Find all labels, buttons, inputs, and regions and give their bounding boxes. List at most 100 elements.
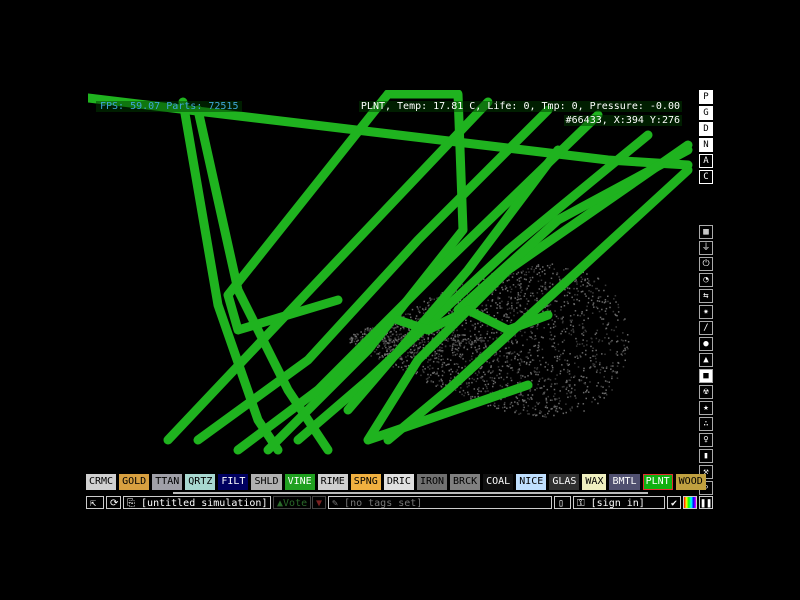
element-glas-button[interactable]: GLAS xyxy=(549,474,580,490)
dust-particle xyxy=(519,358,522,360)
dust-particle xyxy=(623,344,625,347)
dust-particle xyxy=(391,341,393,343)
dust-particle xyxy=(415,352,418,354)
powder-category-button[interactable]: ∴ xyxy=(699,417,713,431)
element-crmc-button[interactable]: CRMC xyxy=(86,474,117,490)
dust-particle xyxy=(377,346,380,349)
render-mode-d-button[interactable]: D xyxy=(699,122,713,136)
sensor-category-button[interactable]: ◔ xyxy=(699,273,713,287)
element-spng-button[interactable]: SPNG xyxy=(350,474,381,490)
element-dric-button[interactable]: DRIC xyxy=(383,474,414,490)
dust-particle xyxy=(623,319,625,321)
element-brck-button[interactable]: BRCK xyxy=(450,474,481,490)
dust-particle xyxy=(556,374,558,376)
dust-particle xyxy=(541,415,544,417)
open-save-button[interactable]: ⇱ xyxy=(86,496,104,509)
pencil-category-button[interactable]: / xyxy=(699,321,713,335)
dust-particle xyxy=(530,354,532,357)
dust-particle xyxy=(590,299,593,302)
dust-particle xyxy=(604,310,607,312)
dust-particle xyxy=(554,300,556,302)
render-mode-g-button[interactable]: G xyxy=(699,106,713,120)
render-mode-p-button[interactable]: P xyxy=(699,90,713,104)
dust-particle xyxy=(519,364,522,366)
dust-particle xyxy=(604,301,607,303)
render-options-button[interactable] xyxy=(683,496,697,509)
wall-category-button[interactable]: ▦ xyxy=(699,225,713,239)
dust-particle xyxy=(541,348,544,351)
dust-particle xyxy=(483,380,486,383)
dust-particle xyxy=(459,391,461,393)
dust-particle xyxy=(544,306,546,309)
dust-particle xyxy=(554,325,557,328)
element-coal-button[interactable]: COAL xyxy=(483,474,514,490)
dust-particle xyxy=(500,332,502,334)
sign-in-button[interactable]: ⚿ [sign in] xyxy=(573,496,665,509)
settings-button[interactable]: ✔ xyxy=(667,496,681,509)
element-scrollbar[interactable] xyxy=(173,492,648,494)
dust-particle xyxy=(418,318,420,320)
new-simulation-button[interactable]: ▯ xyxy=(554,496,571,509)
dust-particle xyxy=(440,349,442,352)
save-simulation-button[interactable]: ⎘ [untitled simulation] xyxy=(123,496,271,509)
bookmark-category-button[interactable]: ▮ xyxy=(699,449,713,463)
vote-down-button[interactable]: ▼ xyxy=(312,496,326,509)
element-nice-button[interactable]: NICE xyxy=(516,474,547,490)
element-ttan-button[interactable]: TTAN xyxy=(152,474,183,490)
render-mode-a-button[interactable]: A xyxy=(699,154,713,168)
life-category-button[interactable]: ♀ xyxy=(699,433,713,447)
element-rime-button[interactable]: RIME xyxy=(317,474,348,490)
element-qrtz-button[interactable]: QRTZ xyxy=(185,474,216,490)
special-category-button[interactable]: ★ xyxy=(699,401,713,415)
dust-particle xyxy=(564,359,566,361)
render-mode-n-button[interactable]: N xyxy=(699,138,713,152)
dust-particle xyxy=(543,269,546,272)
radioactive-category-button[interactable]: ☢ xyxy=(699,385,713,399)
reload-button[interactable]: ⟳ xyxy=(106,496,121,509)
element-shld-button[interactable]: SHLD xyxy=(251,474,282,490)
force-category-button[interactable]: ⇆ xyxy=(699,289,713,303)
tags-button[interactable]: ✎ [no tags set] xyxy=(328,496,552,509)
element-vine-button[interactable]: VINE xyxy=(284,474,315,490)
dust-particle xyxy=(604,392,607,394)
vote-up-button[interactable]: ▲Vote xyxy=(273,496,311,509)
dust-particle xyxy=(538,341,540,344)
dust-particle xyxy=(570,376,573,379)
dust-particle xyxy=(574,395,576,397)
solid-category-button[interactable]: ■ xyxy=(699,369,713,383)
dust-particle xyxy=(437,361,440,364)
dust-particle xyxy=(558,278,561,281)
dust-particle xyxy=(610,329,613,331)
element-wood-button[interactable]: WOOD xyxy=(675,474,706,490)
dust-particle xyxy=(566,392,568,395)
liquid-category-button[interactable]: ● xyxy=(699,337,713,351)
dust-particle xyxy=(529,361,532,363)
element-bmtl-button[interactable]: BMTL xyxy=(609,474,640,490)
simulation-canvas[interactable] xyxy=(88,90,696,470)
dust-particle xyxy=(531,326,533,328)
dust-particle xyxy=(413,344,416,346)
element-plnt-button[interactable]: PLNT xyxy=(642,474,673,490)
element-filt-button[interactable]: FILT xyxy=(218,474,249,490)
render-mode-c-button[interactable]: C xyxy=(699,170,713,184)
gas-category-button[interactable]: ▲ xyxy=(699,353,713,367)
dust-particle xyxy=(392,366,395,368)
dust-particle xyxy=(601,353,603,355)
dust-particle xyxy=(440,366,443,368)
element-gold-button[interactable]: GOLD xyxy=(119,474,150,490)
explosive-category-button[interactable]: ✷ xyxy=(699,305,713,319)
dust-particle xyxy=(585,330,587,333)
power-category-button[interactable]: ⏻ xyxy=(699,257,713,271)
electronics-category-button[interactable]: ⏚ xyxy=(699,241,713,255)
dust-particle xyxy=(478,337,481,340)
element-wax-button[interactable]: WAX xyxy=(582,474,607,490)
dust-particle xyxy=(589,357,592,359)
dust-particle xyxy=(583,376,585,378)
dust-particle xyxy=(528,271,530,273)
dust-particle xyxy=(405,356,407,358)
dust-particle xyxy=(586,273,588,275)
dust-particle xyxy=(605,313,607,315)
pause-button[interactable]: ❚❚ xyxy=(699,496,713,509)
element-iron-button[interactable]: IRON xyxy=(416,474,448,490)
dust-particle xyxy=(409,351,411,353)
